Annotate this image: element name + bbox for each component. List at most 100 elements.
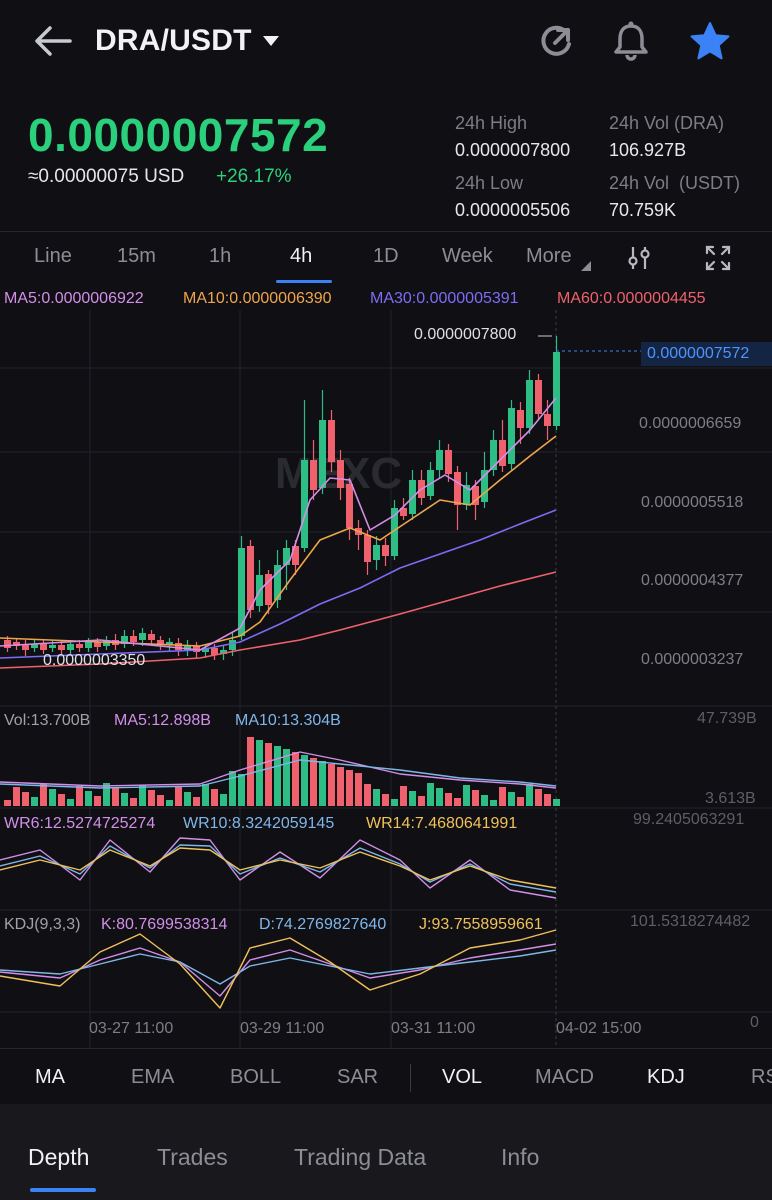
volume-bar <box>40 784 47 806</box>
chart-settings-icon[interactable] <box>625 244 655 272</box>
y-axis-label: 0.0000004377 <box>641 572 744 589</box>
x-axis-label: 03-29 11:00 <box>240 1020 325 1037</box>
y-axis-label: 0.0000006659 <box>639 415 742 432</box>
candle-body <box>31 644 38 648</box>
indicator-tab-boll[interactable]: BOLL <box>230 1066 282 1088</box>
volume-bar <box>193 797 200 806</box>
candle-body <box>364 535 371 562</box>
volume-bar <box>445 793 452 806</box>
volume-bar <box>184 792 191 806</box>
candle-body <box>211 648 218 655</box>
volume-bar <box>499 787 506 806</box>
candle-body <box>139 633 146 640</box>
candle-body <box>373 545 380 560</box>
volume-bar <box>283 749 290 806</box>
tab-trades[interactable]: Trades <box>157 1144 228 1170</box>
volume-bar <box>85 791 92 806</box>
indicator-tab-kdj[interactable]: KDJ <box>647 1066 685 1088</box>
volume-bar <box>436 788 443 806</box>
volume-bar <box>526 784 533 806</box>
volume-bar <box>355 773 362 806</box>
candle-body <box>67 644 74 650</box>
volume-bar <box>238 774 245 806</box>
volume-bar <box>121 793 128 806</box>
volume-bar <box>301 755 308 806</box>
tab-trading-data[interactable]: Trading Data <box>294 1144 427 1170</box>
volume-bar <box>4 800 11 806</box>
candle-body <box>4 640 11 648</box>
tab-depth[interactable]: Depth <box>28 1144 90 1170</box>
volume-bar <box>400 786 407 806</box>
divider <box>0 231 772 232</box>
stat-24h-vol-dra-value: 106.927B <box>609 140 687 160</box>
tab-week[interactable]: Week <box>442 245 493 267</box>
volume-bar <box>454 798 461 806</box>
trading-pair-title[interactable]: DRA/USDT <box>95 24 252 57</box>
volume-bar <box>292 752 299 806</box>
share-refresh-icon[interactable] <box>536 22 576 62</box>
candle-body <box>463 485 470 505</box>
kdj-d-line <box>0 949 557 985</box>
volume-bar <box>310 758 317 806</box>
volume-bar <box>139 785 146 806</box>
candle-body <box>229 640 236 650</box>
candle-body <box>121 636 128 644</box>
indicator-tab-rsi[interactable]: RS <box>751 1066 772 1088</box>
kdj-k-legend: K:80.7699538314 <box>101 916 228 933</box>
volume-bar <box>382 794 389 806</box>
ma5-line <box>0 397 557 651</box>
x-axis-label: 04-02 15:00 <box>556 1020 642 1037</box>
indicator-tab-sar[interactable]: SAR <box>337 1066 379 1088</box>
tab-more[interactable]: More <box>526 245 572 267</box>
candle-body <box>535 380 542 414</box>
tab-info[interactable]: Info <box>501 1144 540 1170</box>
active-tab-indicator <box>276 280 332 283</box>
candle-body <box>94 642 101 647</box>
volume-bar <box>58 794 65 806</box>
candle-body <box>436 450 443 470</box>
indicator-tab-ma[interactable]: MA <box>35 1066 65 1088</box>
caret-down-icon[interactable] <box>262 34 280 48</box>
volume-ma5-line <box>0 751 557 789</box>
volume-bar <box>508 792 515 806</box>
ma10-legend: MA10:0.0000006390 <box>183 290 332 307</box>
ma60-line <box>0 571 557 669</box>
volume-bar <box>67 799 74 806</box>
candle-body <box>499 440 506 466</box>
bell-icon[interactable] <box>610 20 652 62</box>
tab-1d[interactable]: 1D <box>373 245 399 267</box>
moving-average-lines <box>0 397 557 669</box>
indicator-tab-vol[interactable]: VOL <box>442 1066 483 1088</box>
y-axis-label: 0.0000005518 <box>641 494 744 511</box>
tab-4h[interactable]: 4h <box>290 245 313 267</box>
volume-bar <box>220 794 227 806</box>
indicator-tab-macd[interactable]: MACD <box>535 1066 594 1088</box>
fullscreen-expand-icon[interactable] <box>704 244 732 272</box>
candle-body <box>553 352 560 426</box>
tab-1h[interactable]: 1h <box>209 245 232 267</box>
candle-body <box>13 642 20 646</box>
volume-bar <box>319 761 326 806</box>
volume-bar <box>391 799 398 806</box>
volume-bar <box>22 792 29 806</box>
wr6-legend: WR6:12.5274725274 <box>4 815 156 832</box>
ma60-legend: MA60:0.0000004455 <box>557 290 706 307</box>
candle-body <box>148 634 155 640</box>
volume-ma10-line <box>0 759 557 789</box>
volume-bar <box>202 784 209 806</box>
favorite-star-icon[interactable] <box>688 20 732 62</box>
volume-max-label: 47.739B <box>697 710 757 727</box>
indicator-tab-ema[interactable]: EMA <box>131 1066 175 1088</box>
back-arrow-icon[interactable] <box>30 22 76 60</box>
last-price-tag: 0.0000007572 <box>641 342 772 366</box>
kdj-j-legend: J:93.7558959661 <box>419 916 543 933</box>
price-markers <box>538 335 641 352</box>
volume-bar <box>472 790 479 806</box>
tab-line[interactable]: Line <box>34 245 72 267</box>
kline-chart[interactable]: MEXC <box>0 310 772 1050</box>
candle-body <box>445 450 452 474</box>
divider <box>0 1048 772 1049</box>
candle-body <box>283 548 290 565</box>
candle-body <box>472 486 479 505</box>
tab-15m[interactable]: 15m <box>117 245 156 267</box>
